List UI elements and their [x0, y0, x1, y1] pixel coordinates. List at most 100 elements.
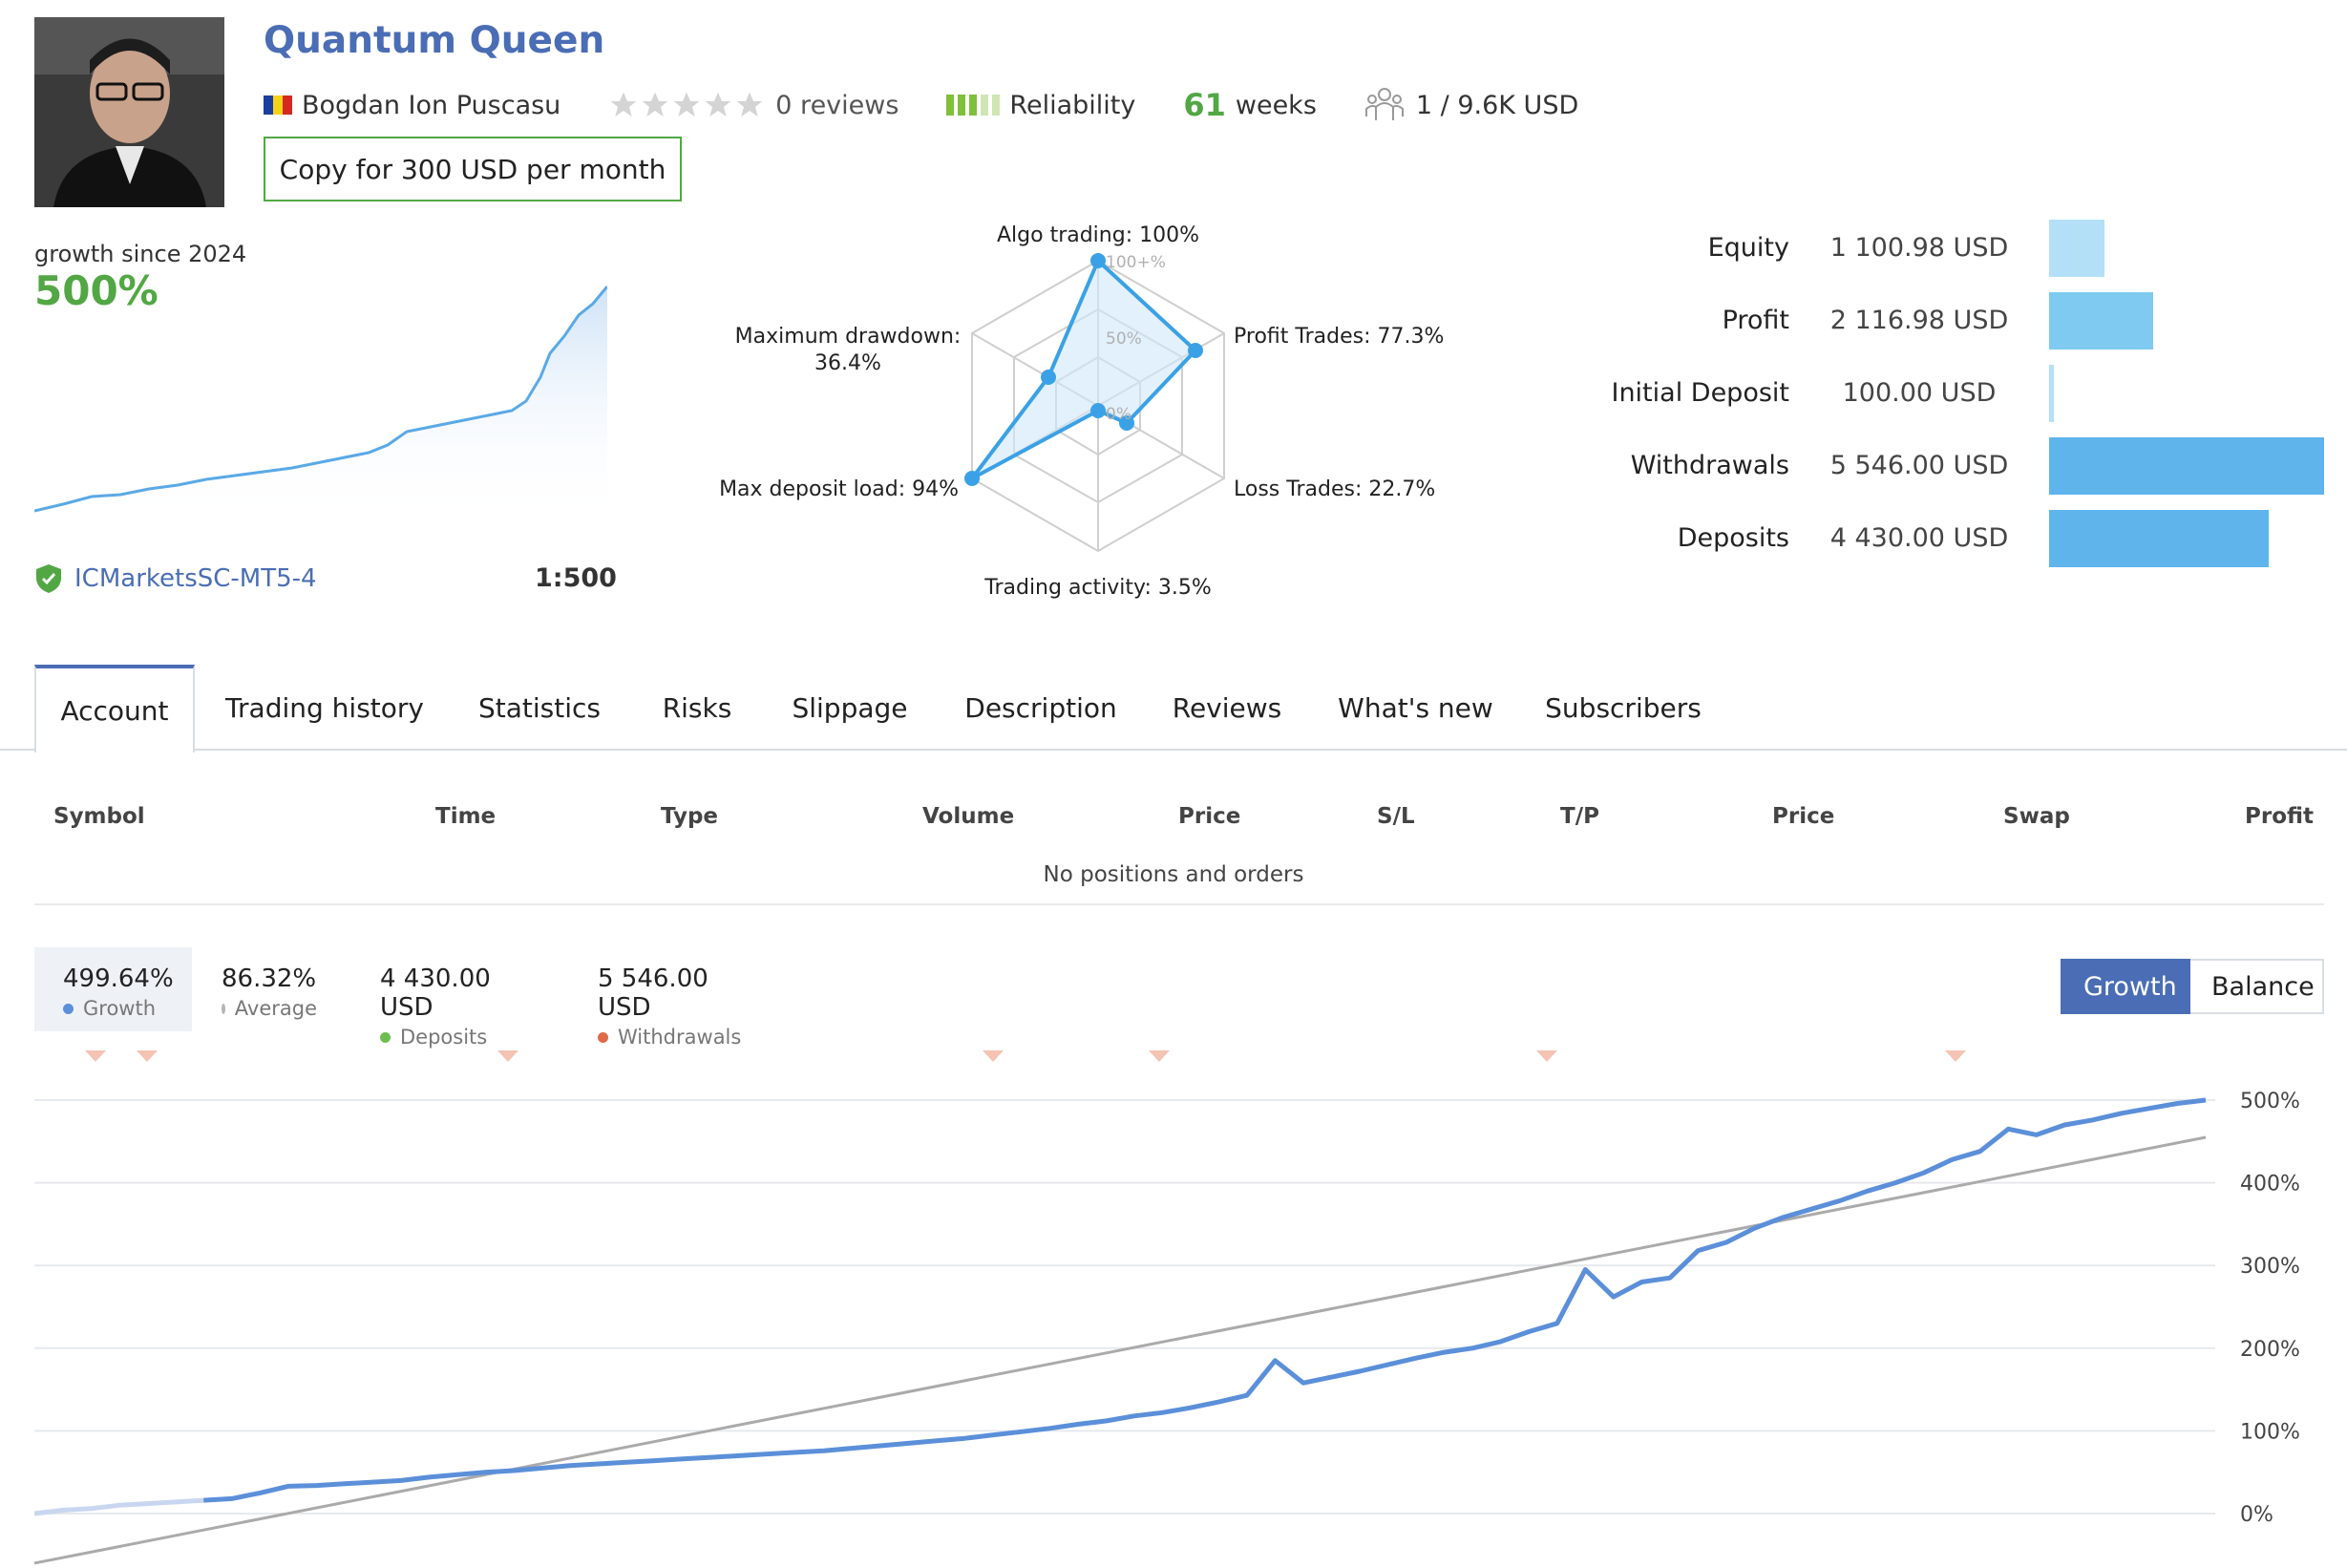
star-icon [642, 92, 668, 117]
radar-point-deposit-load[interactable] [964, 471, 980, 486]
balance-button[interactable]: Balance [2190, 959, 2324, 1014]
signal-title[interactable]: Quantum Queen [264, 19, 605, 62]
stat-bar-2[interactable] [2049, 365, 2054, 422]
tab-risks[interactable]: Risks [662, 691, 732, 724]
growth-chart: 500% 400% 300% 200% 100% 0% [33, 1050, 2300, 1565]
broker-name[interactable]: ICMarketsSC-MT5-4 [74, 564, 317, 593]
table-divider [34, 903, 2324, 905]
radar-label-deposit-load: Max deposit load: 94% [719, 477, 959, 501]
col-swap[interactable]: Swap [2003, 804, 2070, 829]
stat-label-2: Initial Deposit [1611, 378, 1789, 408]
stat-label-0: Equity [1707, 233, 1789, 263]
withdrawal-marker-icon[interactable] [1149, 1050, 1170, 1062]
stat-value-0: 1 100.98 USD [1829, 233, 2009, 263]
stat-value-2: 100.00 USD [1842, 378, 1997, 408]
radar-tick-50: 50% [1106, 329, 1142, 349]
dot-icon [63, 1003, 74, 1014]
legend-deposits-label: Deposits [400, 1026, 488, 1049]
stat-label-3: Withdrawals [1630, 451, 1789, 480]
star-icon [705, 92, 731, 117]
growth-line-early[interactable] [33, 1497, 204, 1516]
y-tick-label: 400% [2240, 1173, 2300, 1197]
growth-value: 500% [34, 267, 159, 314]
radar-label-drawdown: Maximum drawdown: [735, 325, 962, 349]
radar-label-algo: Algo trading: 100% [997, 223, 1199, 247]
mini-growth-chart [34, 286, 607, 525]
radar-point-loss[interactable] [1119, 415, 1134, 431]
col-tp[interactable]: T/P [1560, 804, 1599, 829]
stat-bar-1[interactable] [2049, 292, 2153, 350]
radar-tick-0: 0% [1106, 405, 1131, 424]
verified-shield-icon [36, 564, 61, 593]
radar-label-loss: Loss Trades: 22.7% [1234, 477, 1435, 501]
tab-subscribers[interactable]: Subscribers [1545, 691, 1702, 724]
growth-since-label: growth since 2024 [34, 241, 247, 267]
author-avatar[interactable] [34, 17, 224, 207]
withdrawal-marker-icon[interactable] [983, 1050, 1004, 1062]
legend-deposits[interactable]: 4 430.00 USD Deposits [351, 947, 571, 1049]
average-line [33, 1135, 2207, 1565]
withdrawal-marker-icon[interactable] [85, 1050, 106, 1062]
dot-icon [598, 1031, 608, 1043]
chart-mode-toggle: Growth Balance [2061, 959, 2324, 1014]
tab-trading-history[interactable]: Trading history [225, 691, 424, 724]
reliability-label: Reliability [1009, 90, 1136, 120]
col-price[interactable]: Price [1178, 804, 1241, 829]
radar-point-activity[interactable] [1090, 403, 1106, 418]
stat-value-4: 4 430.00 USD [1829, 523, 2009, 553]
col-time[interactable]: Time [435, 804, 497, 829]
col-sl[interactable]: S/L [1377, 804, 1415, 829]
col-volume[interactable]: Volume [922, 804, 1015, 829]
growth-line[interactable] [203, 1097, 2207, 1503]
reliability-icon [946, 95, 1001, 116]
star-icon [610, 92, 637, 117]
withdrawal-marker-icon[interactable] [137, 1050, 158, 1062]
mini-growth-line [34, 286, 607, 513]
mini-growth-area [34, 286, 607, 525]
tab-description[interactable]: Description [964, 691, 1117, 724]
tab-statistics[interactable]: Statistics [478, 691, 601, 724]
y-tick-label: 0% [2240, 1503, 2273, 1527]
withdrawal-marker-icon[interactable] [1945, 1050, 1966, 1062]
radar-point-profit[interactable] [1188, 343, 1203, 358]
radar-label-drawdown-value: 36.4% [814, 351, 881, 375]
legend-deposits-value: 4 430.00 USD [380, 964, 491, 1022]
copy-subscribe-button[interactable]: Copy for 300 USD per month [264, 137, 682, 201]
y-tick-label: 100% [2240, 1420, 2300, 1444]
leverage-value: 1:500 [535, 563, 617, 593]
col-symbol[interactable]: Symbol [53, 804, 145, 829]
legend-withdrawals-value: 5 546.00 USD [598, 964, 708, 1022]
reviews-link[interactable]: 0 reviews [775, 90, 899, 120]
col-price-2[interactable]: Price [1772, 804, 1835, 829]
stat-bar-4[interactable] [2049, 510, 2269, 567]
y-tick-label: 200% [2240, 1338, 2300, 1362]
radar-point-drawdown[interactable] [1041, 370, 1056, 385]
radar-chart: 100+% 50% 0% Algo trading: 100% Profit T… [719, 223, 1444, 600]
y-tick-label: 500% [2240, 1090, 2300, 1113]
tab-account[interactable]: Account [34, 665, 195, 752]
withdrawal-marker-icon[interactable] [497, 1050, 518, 1062]
legend-growth[interactable]: 499.64% Growth [34, 947, 192, 1031]
radar-point-algo[interactable] [1090, 253, 1106, 268]
legend-withdrawals[interactable]: 5 546.00 USD Withdrawals [569, 947, 789, 1049]
stat-bar-0[interactable] [2049, 220, 2104, 277]
tab-reviews[interactable]: Reviews [1172, 691, 1282, 724]
withdrawal-marker-icon[interactable] [1536, 1050, 1557, 1062]
legend-average[interactable]: 86.32% Average [193, 947, 346, 1031]
radar-tick-100: 100+% [1106, 253, 1166, 272]
stat-bar-3[interactable] [2049, 437, 2324, 495]
legend-average-label: Average [234, 997, 317, 1020]
broker-link[interactable]: ICMarketsSC-MT5-4 [34, 563, 317, 594]
author-name[interactable]: Bogdan Ion Puscasu [302, 90, 561, 120]
growth-button[interactable]: Growth [2061, 959, 2190, 1014]
empty-table-message: No positions and orders [1043, 862, 1304, 887]
col-type[interactable]: Type [661, 804, 719, 829]
tab-slippage[interactable]: Slippage [792, 691, 908, 724]
star-icon [736, 92, 763, 117]
subscribers-icon [1364, 88, 1404, 120]
tab-whats-new[interactable]: What's new [1338, 691, 1493, 724]
radar-label-profit: Profit Trades: 77.3% [1234, 325, 1444, 349]
dot-icon [222, 1003, 225, 1014]
stat-label-4: Deposits [1677, 523, 1789, 553]
col-profit[interactable]: Profit [2245, 804, 2315, 829]
